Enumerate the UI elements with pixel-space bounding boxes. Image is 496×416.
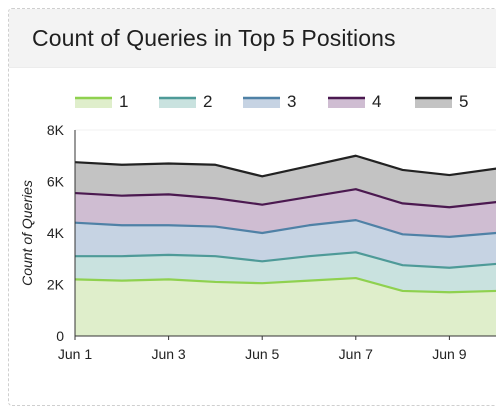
line-series-1: [74, 276, 496, 294]
legend-label: 1: [119, 92, 128, 111]
legend-swatch: [243, 98, 280, 108]
legend-label: 2: [203, 92, 212, 111]
axes: 0 2K 4K 6K 8K Jun 1 Jun 3 Jun 5 Jun 7 Jun 9 Count …: [19, 122, 496, 362]
legend-label: 4: [372, 92, 381, 111]
y-tick-label: 2K: [47, 277, 65, 293]
legend-swatch: [159, 98, 196, 108]
chart-legend: 1 2 3 4 5: [75, 92, 468, 111]
legend-item-5[interactable]: 5: [415, 92, 468, 111]
series-lines: [74, 154, 496, 294]
legend-item-4[interactable]: 4: [328, 92, 381, 111]
legend-item-1[interactable]: 1: [75, 92, 128, 111]
legend-swatch: [328, 98, 365, 108]
y-tick-label: 0: [56, 328, 64, 344]
line-series-5: [74, 154, 496, 178]
x-tick-label: Jun 1: [58, 346, 92, 362]
stacked-areas: [75, 155, 496, 336]
line-series-4: [74, 188, 496, 209]
y-tick-label: 6K: [47, 174, 65, 190]
line-series-2: [75, 251, 496, 269]
legend-swatch: [415, 98, 452, 108]
legend-swatch: [75, 98, 112, 108]
legend-item-3[interactable]: 3: [243, 92, 296, 111]
area-series-1: [75, 278, 496, 336]
x-tick-label: Jun 5: [245, 346, 279, 362]
area-series-3: [75, 220, 496, 268]
line-series-3: [74, 219, 496, 238]
legend-item-2[interactable]: 2: [159, 92, 212, 111]
y-axis-label: Count of Queries: [19, 180, 35, 286]
x-tick-label: Jun 9: [432, 346, 466, 362]
y-tick-label: 8K: [47, 122, 65, 138]
x-tick-label: Jun 3: [151, 346, 185, 362]
card-header: Count of Queries in Top 5 Positions: [9, 9, 496, 68]
card-title: Count of Queries in Top 5 Positions: [32, 24, 396, 51]
x-tick-label: Jun 7: [339, 346, 373, 362]
legend-label: 5: [459, 92, 468, 111]
y-tick-label: 4K: [47, 225, 65, 241]
legend-label: 3: [287, 92, 296, 111]
